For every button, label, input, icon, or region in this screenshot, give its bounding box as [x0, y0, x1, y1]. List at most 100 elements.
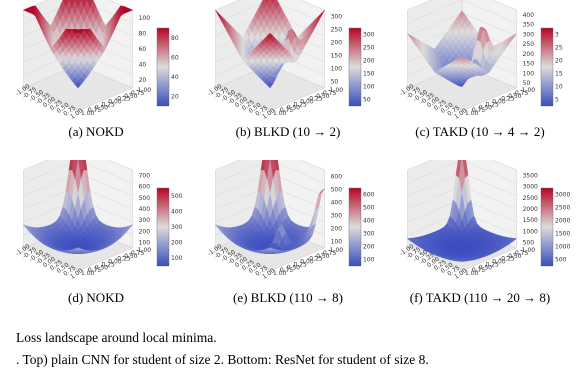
z-tick-label: 100: [523, 70, 535, 77]
y-tick-label: -0.75: [129, 90, 145, 97]
y-tick-label: 0.75: [472, 107, 486, 114]
z-tick-label: 250: [523, 41, 535, 48]
subfigure-caption: (b) BLKD (10 → 2): [235, 124, 341, 139]
z-tick-label: 100: [331, 66, 343, 73]
colorbar-tick-label: 400: [171, 208, 183, 215]
colorbar-tick-label: 100: [171, 255, 183, 262]
y-tick-label: -0.50: [506, 253, 522, 260]
z-tick-label: 3000: [523, 184, 538, 191]
z-tick-label: 20: [139, 77, 147, 84]
y-tick-label: -1.00: [136, 87, 152, 94]
z-tick-label: 200: [331, 226, 343, 233]
y-tick-label: 0.25: [293, 101, 307, 108]
surface-plot-5: 100 200 300 400 500 600 -1.00 -1.00 -0.75 -0.75 -0…: [192, 160, 384, 310]
y-tick-label: -1.00: [136, 247, 152, 254]
colorbar: [156, 187, 170, 267]
y-tick-label: -1.00: [328, 247, 344, 254]
subfigure-caption: (f) TAKD (110 → 20 → 8): [409, 290, 551, 305]
colorbar-tick-label: 200: [171, 240, 183, 247]
grid-line: [215, 0, 325, 24]
colorbar-tick-label: 50: [363, 97, 371, 104]
colorbar-tick-label: 300: [363, 32, 375, 39]
z-tick-label: 300: [331, 213, 343, 220]
y-tick-label: 0.25: [101, 101, 115, 108]
y-tick-label: 0.75: [472, 267, 486, 274]
y-tick-label: 1.00: [273, 270, 287, 277]
grid-line: [23, 0, 133, 11]
z-tick-label: 1500: [523, 217, 538, 224]
colorbar: [348, 187, 362, 267]
y-tick-label: 0.00: [108, 99, 122, 106]
caption-line-2: . Top) plain CNN for student of size 2. …: [16, 352, 429, 367]
colorbar-tick-label: 1500: [555, 231, 570, 238]
surface-plot-1: 20 40 60 80 100 -1.00 -1.00 -0.75 -0.75 -0.50 -0.5…: [0, 0, 192, 150]
y-tick-label: 0.00: [492, 99, 506, 106]
surface-cell: [74, 30, 82, 34]
y-tick-label: 1.00: [465, 110, 479, 117]
grid-line: [215, 160, 325, 171]
y-tick-label: 0.75: [88, 267, 102, 274]
colorbar-tick-label: 500: [363, 205, 375, 212]
colorbar-tick-label: 600: [363, 192, 375, 199]
y-tick-label: -0.25: [115, 256, 131, 263]
y-tick-label: 0.50: [287, 264, 301, 271]
y-tick-label: -0.25: [115, 96, 131, 103]
z-tick-label: 400: [331, 200, 343, 207]
z-tick-label: 500: [331, 187, 343, 194]
surface-plot-2: 50 100 150 200 250 300 -1.00 -1.00 -0.75 -0.75 -0.…: [192, 0, 384, 150]
colorbar-tick-label: 25: [555, 45, 563, 52]
z-tick-label: 100: [331, 239, 343, 246]
colorbar-tick-label: 15: [555, 71, 563, 78]
surface-cell: [266, 32, 274, 40]
z-tick-label: 200: [331, 40, 343, 47]
y-tick-label: 1.00: [465, 270, 479, 277]
colorbar-tick-label: 200: [363, 244, 375, 251]
y-tick-label: 0.50: [287, 104, 301, 111]
y-tick-label: 0.00: [108, 259, 122, 266]
surface-plot-3: 50 100 150 200 250 300 350 400 -1.00 -1.00 -0.75 -0…: [384, 0, 576, 150]
z-tick-label: 150: [331, 53, 343, 60]
grid-line: [23, 160, 133, 171]
z-tick-label: 2500: [523, 195, 538, 202]
subfigure-caption: (d) NOKD: [68, 290, 124, 305]
y-tick-label: 1.00: [81, 110, 95, 117]
y-tick-label: -0.75: [321, 90, 337, 97]
y-tick-label: 0.75: [88, 107, 102, 114]
y-tick-label: 0.50: [95, 104, 109, 111]
z-tick-label: 500: [139, 195, 151, 202]
subfigure-caption: (a) NOKD: [68, 124, 124, 139]
colorbar-tick-label: 200: [363, 58, 375, 65]
colorbar-tick-label: 60: [171, 54, 179, 61]
y-tick-label: 0.25: [485, 261, 499, 268]
grid-line: [407, 160, 517, 171]
z-tick-label: 80: [139, 30, 147, 37]
grid-line: [215, 160, 325, 184]
surface-cell: [458, 260, 466, 262]
grid-line: [407, 160, 517, 184]
surface-plot-6: 500 1000 1500 2000 2500 3000 3500 -1.00 -1.00 -0.…: [384, 160, 576, 310]
colorbar-tick-label: 250: [363, 45, 375, 52]
z-tick-label: 50: [523, 80, 531, 87]
grid-line: [23, 160, 133, 184]
y-tick-label: -1.00: [520, 247, 536, 254]
colorbar-tick-label: 10: [555, 84, 563, 91]
y-tick-label: -0.50: [122, 253, 138, 260]
colorbar-tick-label: 3: [555, 32, 559, 39]
surface-cell: [458, 56, 466, 61]
y-tick-label: -0.25: [499, 256, 515, 263]
z-tick-label: 150: [523, 61, 535, 68]
y-tick-label: -0.75: [513, 250, 529, 257]
y-tick-label: 0.25: [101, 261, 115, 268]
colorbar: [348, 27, 362, 107]
z-tick-label: 3500: [523, 173, 538, 180]
y-tick-label: -0.25: [499, 96, 515, 103]
y-tick-label: 0.00: [300, 259, 314, 266]
colorbar-tick-label: 400: [363, 218, 375, 225]
z-tick-label: 60: [139, 46, 147, 53]
z-tick-label: 300: [139, 217, 151, 224]
surface-cell: [74, 247, 82, 251]
